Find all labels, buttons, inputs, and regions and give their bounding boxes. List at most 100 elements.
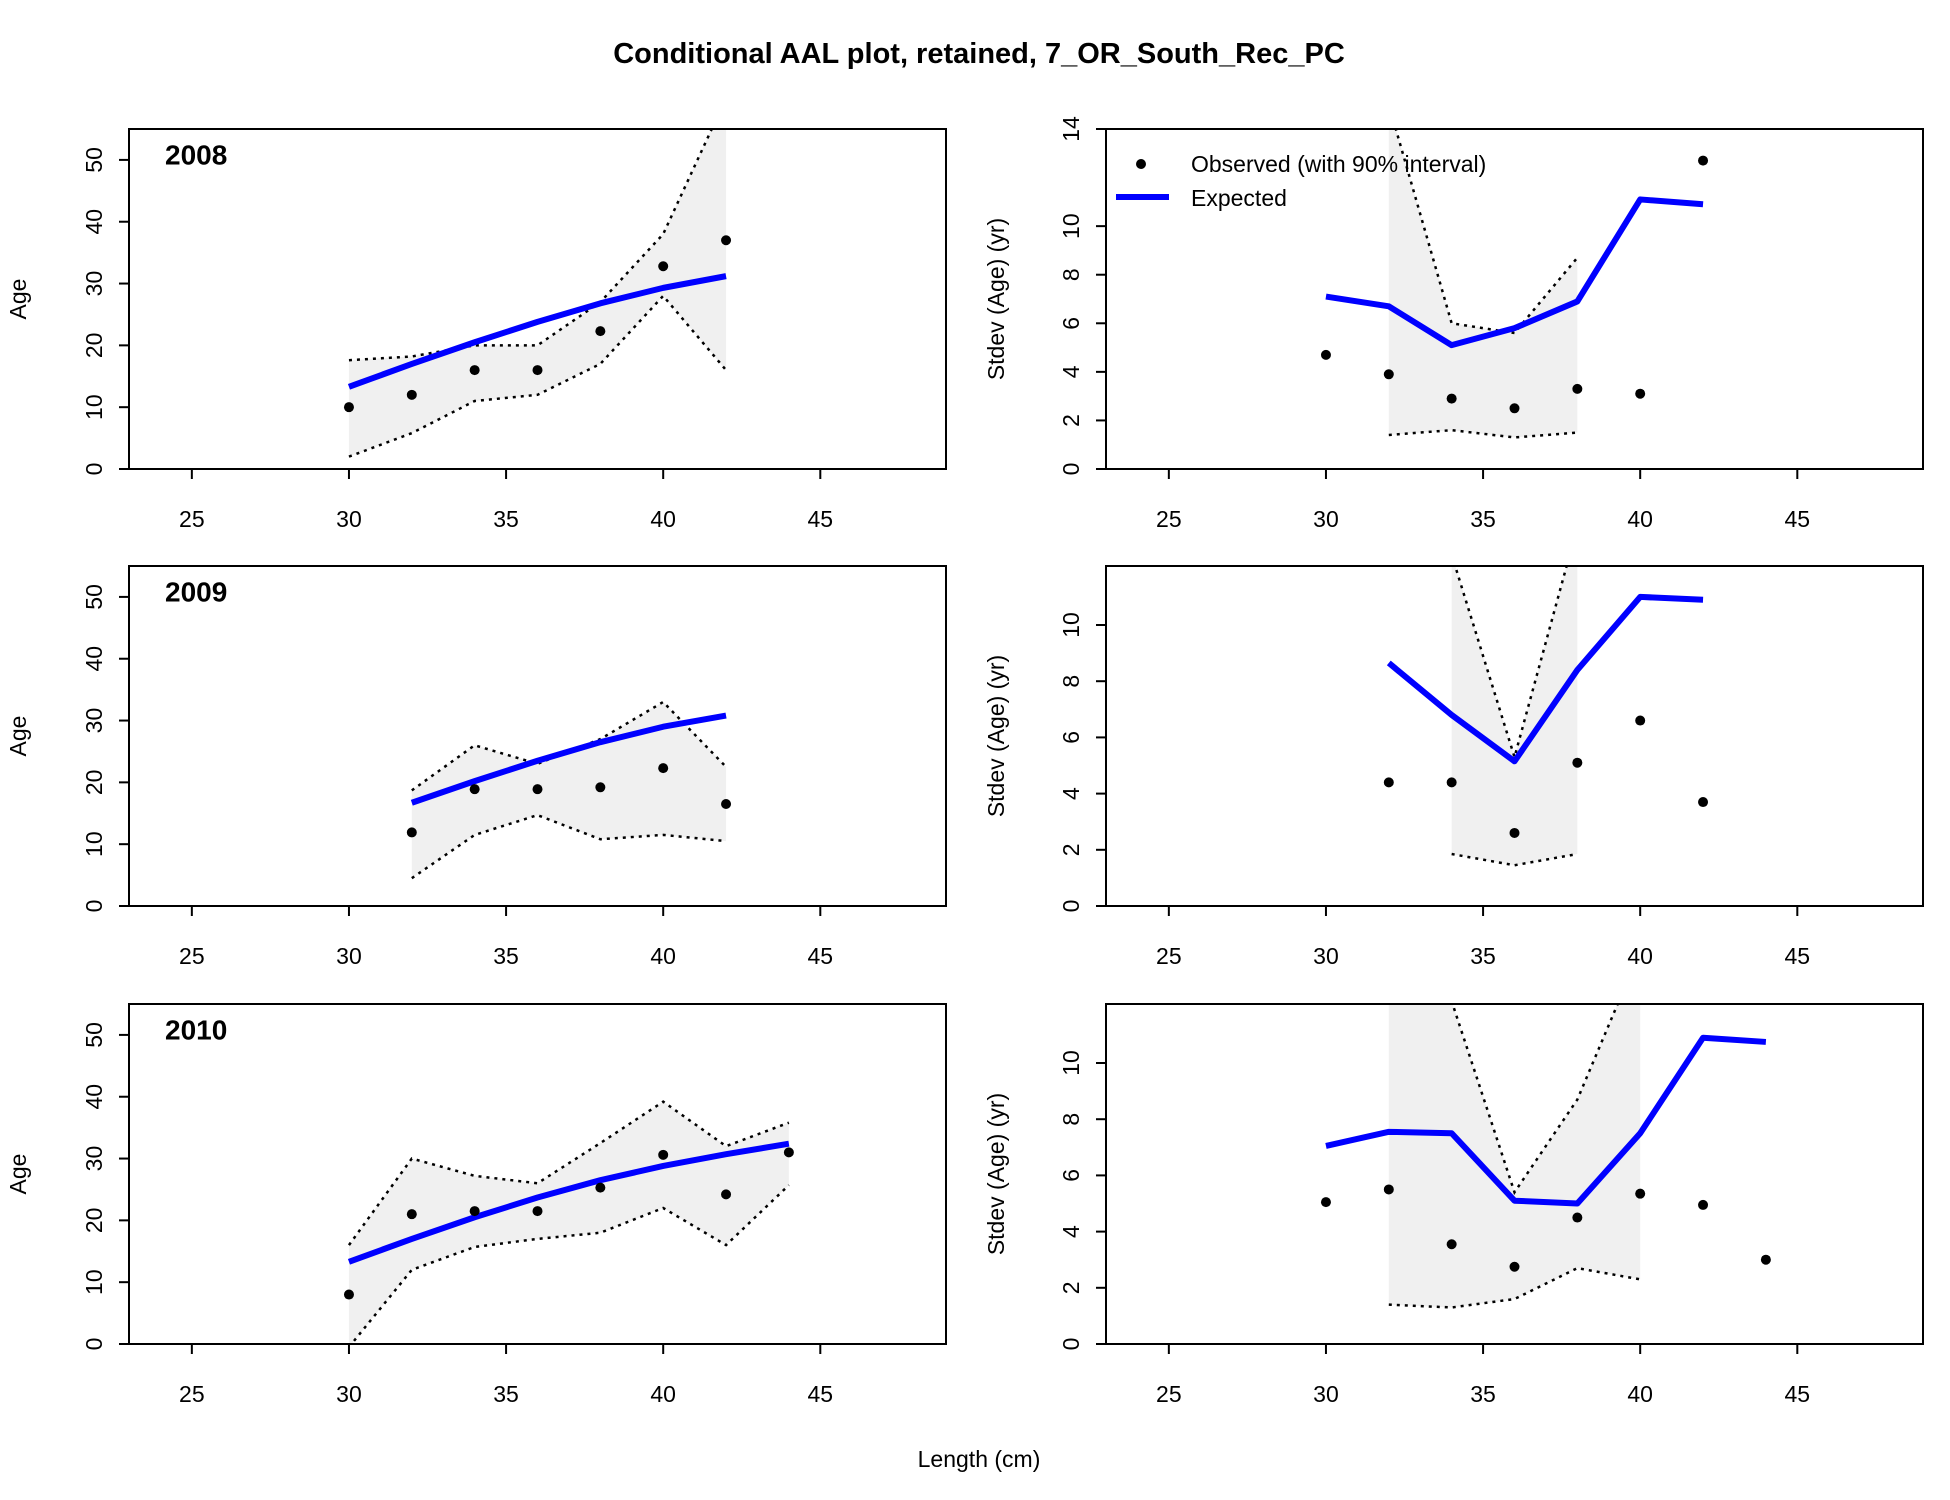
observed-point [1383,369,1394,380]
interval-upper [1451,1004,1620,1196]
observed-point [343,402,354,413]
interval-lower [348,294,727,458]
observed-point [1572,757,1583,768]
y-tick-label: 10 [1058,612,1084,638]
y-tick-label: 2 [1058,1281,1084,1294]
y-tick-label: 6 [1058,317,1084,330]
interval-area [348,129,727,457]
x-tick-label: 30 [1313,943,1339,969]
y-axis-label: Age [5,716,31,757]
legend-label: Expected [1191,185,1287,211]
interval-upper [347,1100,790,1246]
y-tick-label: 0 [1058,1338,1084,1351]
y-tick-label: 8 [1058,268,1084,281]
observed-point [532,365,543,376]
panel-label: 2010 [165,1015,227,1046]
y-tick-label: 40 [81,209,107,235]
expected-line [410,712,727,806]
y-tick-label: 0 [1058,900,1084,913]
y-tick-label: 20 [81,770,107,796]
plot-area [1320,1004,1771,1309]
panel: 25 30 35 40 45 0 2 4 6 8 10 Stdev (Age) (yr) [983,1003,1924,1407]
y-tick-label: 6 [1058,731,1084,744]
interval-area [411,702,727,879]
x-tick-label: 25 [1156,506,1182,532]
y-tick-label: 10 [81,394,107,420]
y-tick-label: 10 [81,831,107,857]
plot-area [1383,566,1709,867]
x-tick-label: 45 [1785,506,1811,532]
observed-point [469,365,480,376]
plot-box [128,128,947,470]
x-axis-label: Length (cm) [918,1446,1041,1472]
y-tick-label: 6 [1058,1169,1084,1182]
panel-label: 2009 [165,577,227,608]
observed-point [532,1206,543,1217]
observed-point [469,784,480,795]
observed-point [721,1189,732,1200]
plot-box [1105,1003,1924,1345]
observed-point [1446,393,1457,404]
observed-point [343,1289,354,1300]
x-tick-label: 30 [336,1381,362,1407]
legend-label: Observed (with 90% interval) [1191,151,1486,177]
y-tick-label: 10 [1058,213,1084,239]
x-tick-label: 30 [1313,506,1339,532]
observed-point [595,782,606,793]
y-tick-label: 4 [1058,787,1084,800]
x-tick-label: 45 [1785,943,1811,969]
x-tick-label: 40 [1627,506,1653,532]
observed-point [406,389,417,400]
plot-box [1105,565,1924,907]
y-tick-label: 40 [81,1084,107,1110]
observed-point [1760,1254,1771,1265]
interval-area [348,1101,789,1344]
panel: 25 30 35 40 45 0 2 4 6 8 10 14 Stdev (Age) (yr) Obser… [983,116,1924,532]
observed-point [1509,403,1520,414]
x-tick-label: 25 [179,506,205,532]
y-tick-label: 14 [1058,116,1084,142]
x-tick-label: 45 [808,943,834,969]
observed-point [658,261,669,272]
panel: 25 30 35 40 45 0 10 20 30 40 50 Age 2010 [5,1003,947,1407]
observed-point [1383,777,1394,788]
y-tick-label: 2 [1058,843,1084,856]
x-tick-label: 25 [179,943,205,969]
x-tick-label: 40 [1627,943,1653,969]
expected-line [347,1140,790,1265]
plot-box [128,565,947,907]
observed-point [721,235,732,246]
y-tick-label: 0 [81,1338,107,1351]
interval-area [1388,1004,1641,1308]
y-tick-label: 10 [81,1269,107,1295]
observed-point [406,1209,417,1220]
x-tick-label: 40 [650,506,676,532]
y-tick-label: 50 [81,1022,107,1048]
y-tick-label: 4 [1058,365,1084,378]
y-tick-label: 30 [81,1146,107,1172]
y-tick-label: 0 [1058,463,1084,476]
panel-label: 2008 [165,140,227,171]
y-tick-label: 0 [81,463,107,476]
panel: 25 30 35 40 45 0 10 20 30 40 50 Age 2009 [5,565,947,969]
y-tick-label: 50 [81,584,107,610]
observed-point [1509,1261,1520,1272]
panel: 25 30 35 40 45 0 2 4 6 8 10 Stdev (Age) (yr) [983,565,1924,969]
observed-point [1698,797,1709,808]
interval-upper [1394,129,1579,335]
observed-point [721,799,732,809]
observed-point [595,1182,606,1193]
y-tick-label: 8 [1058,1113,1084,1126]
y-tick-label: 50 [81,147,107,173]
legend-point [1136,159,1146,169]
interval-area [1451,566,1578,866]
x-tick-label: 30 [1313,1381,1339,1407]
observed-point [658,763,669,774]
y-tick-label: 30 [81,708,107,734]
observed-point [658,1149,669,1160]
plot-area [406,700,732,880]
y-tick-label: 20 [81,1208,107,1234]
observed-point [1446,1239,1457,1250]
observed-point [1635,1188,1646,1199]
